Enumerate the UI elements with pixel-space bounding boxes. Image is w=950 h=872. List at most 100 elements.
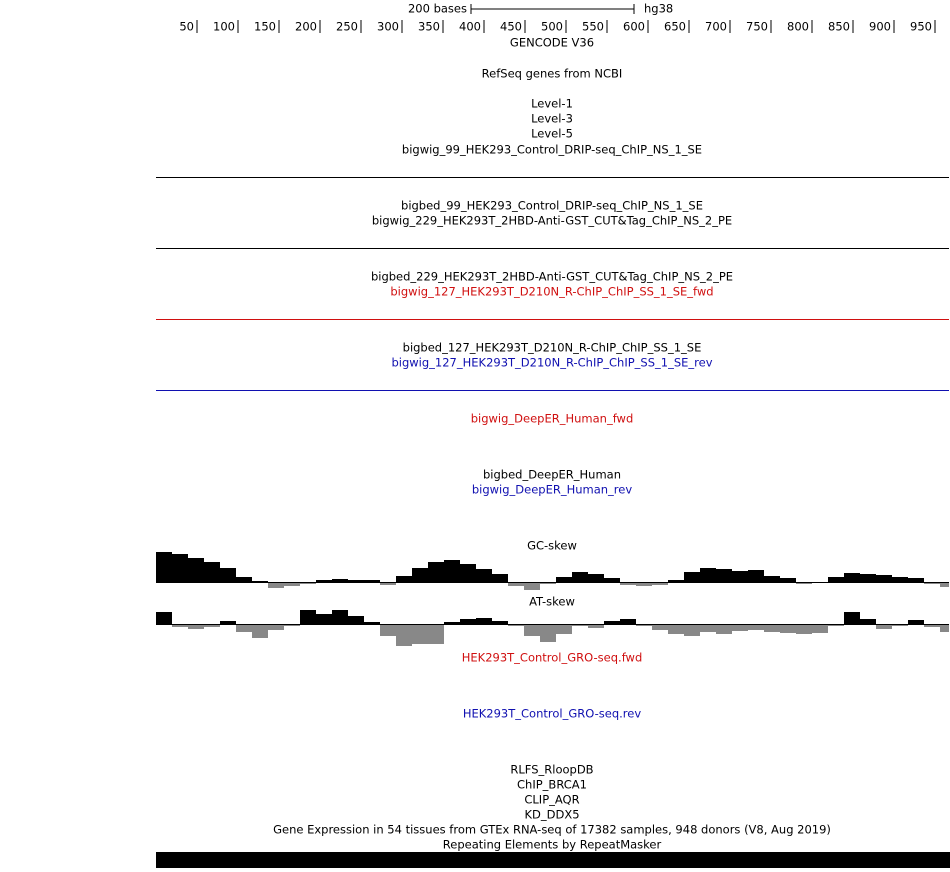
skew-bar	[444, 622, 460, 624]
skew-bar	[812, 624, 828, 633]
ruler-label: 350	[418, 20, 440, 34]
skew-bar	[268, 582, 284, 588]
skew-bar	[940, 582, 949, 587]
skew-bar	[316, 580, 332, 582]
ruler-label: 500	[541, 20, 563, 34]
skew-bar	[684, 572, 700, 582]
skew-label: AT-skew	[529, 595, 575, 609]
ruler: 50 100 150 200 250 300 350 400 450 500 550 600 650 70…	[179, 20, 936, 34]
skew-bar	[156, 612, 172, 624]
ruler-label: 200	[295, 20, 317, 34]
ruler-label: 600	[623, 20, 645, 34]
ruler-label: 900	[869, 20, 891, 34]
skew-bar	[380, 624, 396, 636]
skew-bar	[604, 578, 620, 582]
skew-bar	[316, 614, 332, 624]
track-label: bigwig_DeepER_Human_fwd	[471, 412, 634, 426]
skew-bar	[940, 624, 949, 632]
skew-bar	[508, 582, 524, 586]
skew-bar	[716, 624, 732, 634]
track-label: Level-3	[531, 112, 573, 126]
assembly: hg38	[644, 2, 673, 16]
skew-bar	[556, 624, 572, 634]
skew-bar	[556, 577, 572, 582]
ruler-label: 650	[664, 20, 686, 34]
skew-bar	[668, 624, 684, 634]
skew-bar	[764, 624, 780, 632]
skew-bar	[348, 616, 364, 624]
ruler-label: 400	[459, 20, 481, 34]
track-label: KD_DDX5	[524, 808, 579, 822]
skew-bar	[492, 574, 508, 582]
ruler-label: 950	[910, 20, 932, 34]
skew-bar	[732, 571, 748, 582]
skew-bar	[252, 624, 268, 638]
skew-bar	[780, 624, 796, 633]
track-label: bigbed_229_HEK293T_2HBD-Anti-GST_CUT&Tag…	[371, 270, 733, 284]
skew-bar	[380, 582, 396, 585]
skew-bar	[748, 624, 764, 630]
skew-bar	[620, 619, 636, 624]
ruler-label: 850	[828, 20, 850, 34]
track-label: Repeating Elements by RepeatMasker	[443, 838, 662, 852]
skew-bar	[364, 622, 380, 624]
track-label: bigbed_127_HEK293T_D210N_R-ChIP_ChIP_SS_…	[403, 341, 702, 355]
ruler-label: 50	[179, 20, 194, 34]
skew-bar	[524, 624, 540, 636]
skew-bar	[732, 624, 748, 631]
skew-bar	[412, 624, 428, 644]
repeat-masker-bar	[156, 852, 950, 868]
track-label: Gene Expression in 54 tissues from GTEx …	[273, 823, 831, 837]
skew-bar	[268, 624, 284, 630]
skew-bar	[796, 624, 812, 634]
ruler-label: 250	[336, 20, 358, 34]
skew-bar	[220, 568, 236, 582]
skew-bar	[684, 624, 700, 636]
ruler-label: 750	[746, 20, 768, 34]
skew-bar	[860, 574, 876, 582]
skew-bar	[908, 578, 924, 582]
skew-bar	[284, 582, 300, 586]
skew-bar	[460, 564, 476, 582]
track-labels: GENCODE V36 RefSeq genes from NCBI Level-1…	[273, 36, 831, 852]
skew-bar	[172, 554, 188, 582]
skew-bar	[300, 610, 316, 624]
skew-bar	[204, 624, 220, 627]
track-label: Level-1	[531, 97, 573, 111]
skew-bar	[572, 572, 588, 582]
track-label: ChIP_BRCA1	[517, 778, 587, 792]
track-label: RLFS_RloopDB	[510, 763, 593, 777]
ruler-label: 450	[500, 20, 522, 34]
scale-label: 200 bases	[408, 2, 467, 16]
skew-bar	[396, 576, 412, 582]
skew-bar	[204, 562, 220, 582]
skew-bar	[860, 619, 876, 624]
skew-bar	[236, 577, 252, 582]
track-label: bigwig_127_HEK293T_D210N_R-ChIP_ChIP_SS_…	[390, 285, 713, 299]
skew-bar	[764, 576, 780, 582]
skew-bar	[876, 624, 892, 629]
skew-bar	[636, 582, 652, 586]
skew-bar	[604, 621, 620, 624]
skew-bar	[780, 578, 796, 582]
skew-bar	[252, 581, 268, 582]
skew-bar	[716, 569, 732, 582]
skew-tracks: GC-skew AT-skew	[156, 539, 949, 646]
ruler-label: 300	[377, 20, 399, 34]
skew-bar	[700, 624, 716, 632]
skew-bar	[396, 624, 412, 646]
skew-label: GC-skew	[527, 539, 577, 553]
skew-bar	[844, 612, 860, 624]
skew-bar	[476, 569, 492, 582]
ruler-label: 800	[787, 20, 809, 34]
skew-bar	[908, 620, 924, 624]
track-label: bigwig_229_HEK293T_2HBD-Anti-GST_CUT&Tag…	[372, 214, 732, 228]
skew-bar	[156, 552, 172, 582]
skew-bar	[652, 582, 668, 585]
skew-bar	[876, 575, 892, 582]
track-label: bigwig_DeepER_Human_rev	[472, 483, 633, 497]
skew-bar	[428, 624, 444, 644]
skew-bar	[220, 621, 236, 624]
skew-bar	[588, 624, 604, 628]
